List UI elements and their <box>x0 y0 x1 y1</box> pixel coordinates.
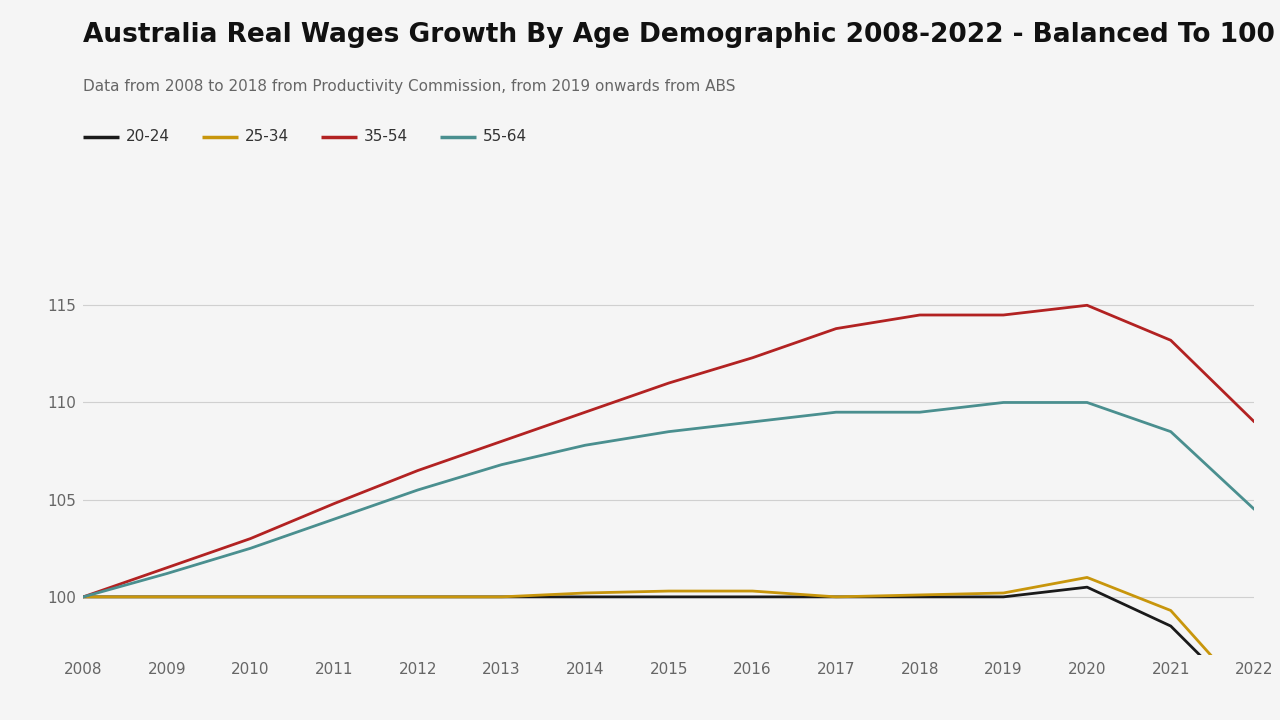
Line: 55-64: 55-64 <box>83 402 1254 597</box>
20-24 <box>662 593 677 601</box>
35-54 <box>577 408 593 416</box>
55-64 <box>1164 428 1179 436</box>
55-64 <box>159 570 174 578</box>
35-54 <box>243 534 259 543</box>
Text: 20-24: 20-24 <box>125 130 169 144</box>
20-24 <box>745 593 760 601</box>
25-34 <box>410 593 425 601</box>
55-64 <box>1247 505 1262 514</box>
25-34 <box>1164 606 1179 615</box>
Line: 20-24: 20-24 <box>83 588 1254 710</box>
25-34 <box>913 590 928 599</box>
Line: 25-34: 25-34 <box>83 577 1254 704</box>
55-64 <box>745 418 760 426</box>
20-24 <box>996 593 1011 601</box>
55-64 <box>996 398 1011 407</box>
55-64 <box>828 408 844 416</box>
25-34 <box>745 587 760 595</box>
35-54 <box>326 499 342 508</box>
55-64 <box>76 593 91 601</box>
35-54 <box>828 324 844 333</box>
20-24 <box>159 593 174 601</box>
Text: 35-54: 35-54 <box>364 130 407 144</box>
55-64 <box>577 441 593 449</box>
25-34 <box>996 589 1011 598</box>
Text: 25-34: 25-34 <box>244 130 288 144</box>
35-54 <box>745 354 760 362</box>
35-54 <box>1079 301 1094 310</box>
55-64 <box>1079 398 1094 407</box>
35-54 <box>662 379 677 387</box>
25-34 <box>828 593 844 601</box>
35-54 <box>913 311 928 320</box>
20-24 <box>577 593 593 601</box>
20-24 <box>913 593 928 601</box>
25-34 <box>662 587 677 595</box>
25-34 <box>243 593 259 601</box>
20-24 <box>326 593 342 601</box>
20-24 <box>828 593 844 601</box>
25-34 <box>577 589 593 598</box>
20-24 <box>1079 583 1094 592</box>
35-54 <box>1247 418 1262 426</box>
Text: Australia Real Wages Growth By Age Demographic 2008-2022 - Balanced To 100: Australia Real Wages Growth By Age Demog… <box>83 22 1275 48</box>
35-54 <box>159 564 174 572</box>
55-64 <box>326 515 342 523</box>
20-24 <box>1247 706 1262 714</box>
20-24 <box>76 593 91 601</box>
Text: Data from 2008 to 2018 from Productivity Commission, from 2019 onwards from ABS: Data from 2008 to 2018 from Productivity… <box>83 79 736 94</box>
25-34 <box>326 593 342 601</box>
35-54 <box>494 437 509 446</box>
55-64 <box>410 486 425 495</box>
55-64 <box>243 544 259 553</box>
55-64 <box>494 460 509 469</box>
55-64 <box>662 428 677 436</box>
35-54 <box>1164 336 1179 345</box>
20-24 <box>1164 622 1179 631</box>
20-24 <box>494 593 509 601</box>
25-34 <box>159 593 174 601</box>
25-34 <box>1247 700 1262 708</box>
20-24 <box>410 593 425 601</box>
55-64 <box>913 408 928 416</box>
25-34 <box>76 593 91 601</box>
35-54 <box>410 467 425 475</box>
35-54 <box>996 311 1011 320</box>
20-24 <box>243 593 259 601</box>
Text: 55-64: 55-64 <box>483 130 526 144</box>
35-54 <box>76 593 91 601</box>
Line: 35-54: 35-54 <box>83 305 1254 597</box>
25-34 <box>494 593 509 601</box>
25-34 <box>1079 573 1094 582</box>
